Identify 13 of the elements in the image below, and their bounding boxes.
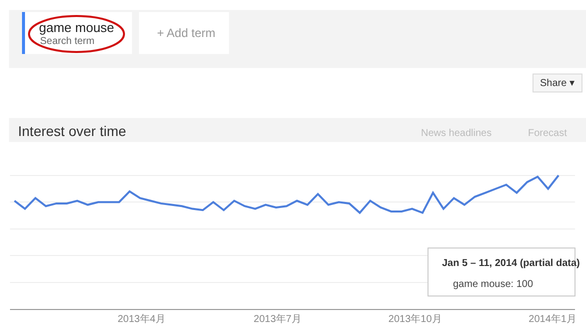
annotation: Jan 5 – 11, 2014 (partial data)	[442, 258, 580, 269]
text: News headlines	[421, 128, 492, 139]
text: Forecast	[528, 128, 568, 139]
annotation: game mouse: 100	[453, 279, 534, 290]
x-tick-label: 2013年4月	[118, 313, 166, 325]
x-tick-label: 2014年1月	[528, 313, 576, 325]
text: + Add term	[157, 26, 216, 40]
chart-title: Interest over time	[18, 123, 126, 139]
x-tick-label: 2013年7月	[254, 313, 302, 325]
text: game mouse	[39, 20, 114, 35]
x-tick-label: 2013年10月	[388, 313, 442, 325]
text: Search term	[40, 36, 94, 47]
text: Share ▾	[540, 78, 574, 89]
